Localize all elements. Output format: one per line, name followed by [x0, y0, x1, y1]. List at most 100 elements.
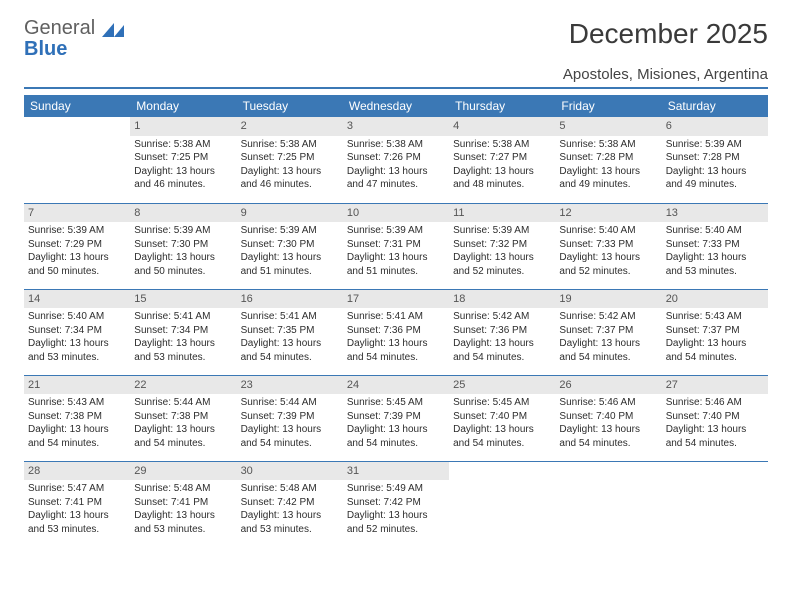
- daylight-line: Daylight: 13 hours and 53 minutes.: [134, 509, 232, 536]
- sunrise-line: Sunrise: 5:39 AM: [347, 224, 445, 238]
- calendar-cell: 2Sunrise: 5:38 AMSunset: 7:25 PMDaylight…: [237, 117, 343, 203]
- header: General Blue December 2025: [24, 18, 768, 60]
- sunrise-line: Sunrise: 5:43 AM: [28, 396, 126, 410]
- sunset-line: Sunset: 7:34 PM: [28, 324, 126, 338]
- calendar-week-row: 14Sunrise: 5:40 AMSunset: 7:34 PMDayligh…: [24, 289, 768, 375]
- calendar-cell: 28Sunrise: 5:47 AMSunset: 7:41 PMDayligh…: [24, 461, 130, 547]
- calendar-cell: 6Sunrise: 5:39 AMSunset: 7:28 PMDaylight…: [662, 117, 768, 203]
- sunrise-line: Sunrise: 5:40 AM: [28, 310, 126, 324]
- day-number: 24: [343, 376, 449, 395]
- sunset-line: Sunset: 7:41 PM: [28, 496, 126, 510]
- sunset-line: Sunset: 7:27 PM: [453, 151, 551, 165]
- daylight-line: Daylight: 13 hours and 54 minutes.: [666, 423, 764, 450]
- sunrise-line: Sunrise: 5:40 AM: [559, 224, 657, 238]
- calendar-cell: 14Sunrise: 5:40 AMSunset: 7:34 PMDayligh…: [24, 289, 130, 375]
- weekday-header: Monday: [130, 95, 236, 117]
- daylight-line: Daylight: 13 hours and 49 minutes.: [666, 165, 764, 192]
- daylight-line: Daylight: 13 hours and 53 minutes.: [134, 337, 232, 364]
- sunset-line: Sunset: 7:36 PM: [347, 324, 445, 338]
- daylight-line: Daylight: 13 hours and 54 minutes.: [241, 337, 339, 364]
- daylight-line: Daylight: 13 hours and 52 minutes.: [453, 251, 551, 278]
- calendar-cell: 4Sunrise: 5:38 AMSunset: 7:27 PMDaylight…: [449, 117, 555, 203]
- calendar-cell: 25Sunrise: 5:45 AMSunset: 7:40 PMDayligh…: [449, 375, 555, 461]
- sunrise-line: Sunrise: 5:38 AM: [241, 138, 339, 152]
- day-number: 31: [343, 462, 449, 481]
- sunset-line: Sunset: 7:31 PM: [347, 238, 445, 252]
- day-number: 30: [237, 462, 343, 481]
- sunset-line: Sunset: 7:40 PM: [666, 410, 764, 424]
- weekday-header: Saturday: [662, 95, 768, 117]
- calendar-cell: 20Sunrise: 5:43 AMSunset: 7:37 PMDayligh…: [662, 289, 768, 375]
- sunrise-line: Sunrise: 5:41 AM: [241, 310, 339, 324]
- weekday-header: Tuesday: [237, 95, 343, 117]
- calendar-cell: 9Sunrise: 5:39 AMSunset: 7:30 PMDaylight…: [237, 203, 343, 289]
- sunset-line: Sunset: 7:42 PM: [347, 496, 445, 510]
- calendar-cell: 27Sunrise: 5:46 AMSunset: 7:40 PMDayligh…: [662, 375, 768, 461]
- calendar-cell: [449, 461, 555, 547]
- sunset-line: Sunset: 7:41 PM: [134, 496, 232, 510]
- daylight-line: Daylight: 13 hours and 54 minutes.: [559, 337, 657, 364]
- sunrise-line: Sunrise: 5:42 AM: [559, 310, 657, 324]
- sunrise-line: Sunrise: 5:41 AM: [134, 310, 232, 324]
- logo-text-block: General Blue: [24, 18, 124, 60]
- sunrise-line: Sunrise: 5:38 AM: [453, 138, 551, 152]
- weekday-header: Friday: [555, 95, 661, 117]
- sunrise-line: Sunrise: 5:39 AM: [241, 224, 339, 238]
- daylight-line: Daylight: 13 hours and 51 minutes.: [347, 251, 445, 278]
- calendar-cell: 24Sunrise: 5:45 AMSunset: 7:39 PMDayligh…: [343, 375, 449, 461]
- daylight-line: Daylight: 13 hours and 53 minutes.: [241, 509, 339, 536]
- calendar-cell: 22Sunrise: 5:44 AMSunset: 7:38 PMDayligh…: [130, 375, 236, 461]
- sunrise-line: Sunrise: 5:46 AM: [666, 396, 764, 410]
- daylight-line: Daylight: 13 hours and 54 minutes.: [453, 423, 551, 450]
- calendar-cell: [555, 461, 661, 547]
- calendar-cell: [662, 461, 768, 547]
- sunrise-line: Sunrise: 5:44 AM: [241, 396, 339, 410]
- calendar-cell: 10Sunrise: 5:39 AMSunset: 7:31 PMDayligh…: [343, 203, 449, 289]
- day-number: 23: [237, 376, 343, 395]
- daylight-line: Daylight: 13 hours and 54 minutes.: [453, 337, 551, 364]
- day-number: 22: [130, 376, 236, 395]
- sunrise-line: Sunrise: 5:48 AM: [241, 482, 339, 496]
- calendar-table: SundayMondayTuesdayWednesdayThursdayFrid…: [24, 95, 768, 547]
- daylight-line: Daylight: 13 hours and 54 minutes.: [241, 423, 339, 450]
- calendar-cell: 18Sunrise: 5:42 AMSunset: 7:36 PMDayligh…: [449, 289, 555, 375]
- sunset-line: Sunset: 7:28 PM: [559, 151, 657, 165]
- day-number: 16: [237, 290, 343, 309]
- sunset-line: Sunset: 7:40 PM: [453, 410, 551, 424]
- sunset-line: Sunset: 7:25 PM: [241, 151, 339, 165]
- sunset-line: Sunset: 7:32 PM: [453, 238, 551, 252]
- day-number: 3: [343, 117, 449, 136]
- calendar-cell: 19Sunrise: 5:42 AMSunset: 7:37 PMDayligh…: [555, 289, 661, 375]
- day-number: 5: [555, 117, 661, 136]
- sunrise-line: Sunrise: 5:43 AM: [666, 310, 764, 324]
- sunset-line: Sunset: 7:30 PM: [241, 238, 339, 252]
- logo-triangle-icon: [102, 23, 124, 37]
- day-number: 25: [449, 376, 555, 395]
- sunset-line: Sunset: 7:37 PM: [559, 324, 657, 338]
- sunrise-line: Sunrise: 5:44 AM: [134, 396, 232, 410]
- sunrise-line: Sunrise: 5:45 AM: [453, 396, 551, 410]
- calendar-week-row: 7Sunrise: 5:39 AMSunset: 7:29 PMDaylight…: [24, 203, 768, 289]
- sunset-line: Sunset: 7:25 PM: [134, 151, 232, 165]
- daylight-line: Daylight: 13 hours and 52 minutes.: [347, 509, 445, 536]
- sunset-line: Sunset: 7:30 PM: [134, 238, 232, 252]
- calendar-cell: 21Sunrise: 5:43 AMSunset: 7:38 PMDayligh…: [24, 375, 130, 461]
- sunrise-line: Sunrise: 5:39 AM: [666, 138, 764, 152]
- calendar-week-row: 28Sunrise: 5:47 AMSunset: 7:41 PMDayligh…: [24, 461, 768, 547]
- calendar-cell: 12Sunrise: 5:40 AMSunset: 7:33 PMDayligh…: [555, 203, 661, 289]
- calendar-cell: 3Sunrise: 5:38 AMSunset: 7:26 PMDaylight…: [343, 117, 449, 203]
- weekday-header-row: SundayMondayTuesdayWednesdayThursdayFrid…: [24, 95, 768, 117]
- daylight-line: Daylight: 13 hours and 50 minutes.: [28, 251, 126, 278]
- day-number: 13: [662, 204, 768, 223]
- calendar-cell: [24, 117, 130, 203]
- weekday-header: Thursday: [449, 95, 555, 117]
- calendar-cell: 1Sunrise: 5:38 AMSunset: 7:25 PMDaylight…: [130, 117, 236, 203]
- sunrise-line: Sunrise: 5:39 AM: [28, 224, 126, 238]
- page-title: December 2025: [569, 18, 768, 50]
- day-number: 28: [24, 462, 130, 481]
- sunrise-line: Sunrise: 5:42 AM: [453, 310, 551, 324]
- daylight-line: Daylight: 13 hours and 54 minutes.: [559, 423, 657, 450]
- calendar-cell: 23Sunrise: 5:44 AMSunset: 7:39 PMDayligh…: [237, 375, 343, 461]
- day-number: 15: [130, 290, 236, 309]
- calendar-cell: 29Sunrise: 5:48 AMSunset: 7:41 PMDayligh…: [130, 461, 236, 547]
